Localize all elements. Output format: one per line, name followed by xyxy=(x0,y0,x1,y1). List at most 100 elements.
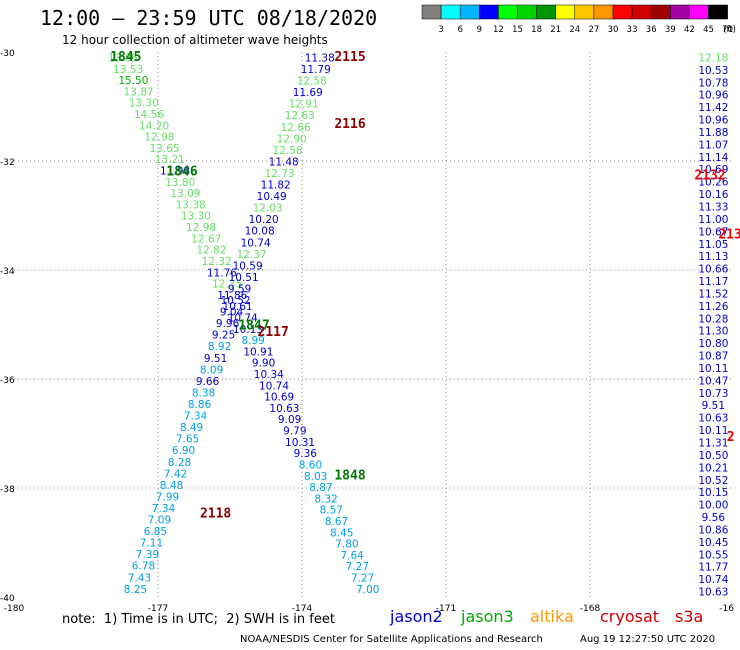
data-label: 7.27 xyxy=(351,573,374,585)
data-label: 11.76 xyxy=(207,267,237,279)
data-label: 8.67 xyxy=(325,516,348,528)
data-label: 10.74 xyxy=(698,574,728,586)
mission-altika: altika xyxy=(530,607,574,626)
data-label: 10.47 xyxy=(698,375,728,387)
time-label: 2115 xyxy=(334,50,365,65)
data-label: 12.03 xyxy=(253,203,283,215)
data-label: 11.05 xyxy=(698,239,728,251)
data-label: 13.85 xyxy=(108,52,138,64)
colorbar-tick: 18 xyxy=(531,25,542,35)
colorbar-tick: 70 xyxy=(722,25,733,35)
colorbar-tick: 27 xyxy=(588,25,599,35)
data-label: 12.58 xyxy=(297,76,327,88)
data-label: 10.34 xyxy=(254,369,284,381)
time-label: 2132 xyxy=(694,169,725,184)
data-label: 8.25 xyxy=(124,584,147,596)
data-label: 7.99 xyxy=(156,491,179,503)
data-label: 10.15 xyxy=(698,487,728,499)
data-label: 13.53 xyxy=(113,64,143,76)
data-label: 12.18 xyxy=(698,52,728,64)
data-label: 12.98 xyxy=(186,222,216,234)
data-label: 12.73 xyxy=(265,168,295,180)
colorbar-swatch xyxy=(479,4,499,20)
page-subtitle: 12 hour collection of altimeter wave hei… xyxy=(62,33,328,47)
mission-cryosat: cryosat xyxy=(600,607,660,626)
data-label: 7.64 xyxy=(340,550,364,562)
footer-credit: NOAA/NESDIS Center for Satellite Applica… xyxy=(240,634,543,645)
data-label: 9.25 xyxy=(212,330,235,342)
data-label: 12.82 xyxy=(196,245,226,257)
data-label: 11.77 xyxy=(698,562,728,574)
data-label: 10.67 xyxy=(698,226,728,238)
data-label: 10.73 xyxy=(698,388,728,400)
data-label: 10.96 xyxy=(698,115,728,127)
data-label: 8.45 xyxy=(330,527,353,539)
data-label: 6.85 xyxy=(144,526,167,538)
data-label: 10.80 xyxy=(698,338,728,350)
data-label: 8.48 xyxy=(160,480,183,492)
data-label: 10.74 xyxy=(241,237,271,249)
data-label: 13.30 xyxy=(181,211,211,223)
data-label: 12.98 xyxy=(144,132,174,144)
data-label: 10.08 xyxy=(245,226,275,238)
colorbar-tick: 36 xyxy=(646,25,657,35)
data-label: 10.20 xyxy=(249,214,279,226)
time-label: 1847 xyxy=(238,319,269,334)
y-tick-label: -38 xyxy=(0,485,15,495)
data-label: 10.66 xyxy=(698,264,728,276)
data-label: 8.99 xyxy=(241,335,264,347)
data-label: 8.57 xyxy=(320,505,343,517)
data-label: 10.69 xyxy=(698,164,728,176)
data-label: 7.09 xyxy=(148,515,171,527)
colorbar-tick: 3 xyxy=(438,25,443,35)
data-label: 12.32 xyxy=(202,256,232,268)
data-label: 13.38 xyxy=(176,199,206,211)
data-label: 11.14 xyxy=(698,152,728,164)
data-label: 11.48 xyxy=(269,156,299,168)
data-label: 10.26 xyxy=(698,177,728,189)
data-label: 7.34 xyxy=(152,503,176,515)
data-label: 9.51 xyxy=(204,353,227,365)
time-label: 2117 xyxy=(258,325,289,340)
data-label: 10.28 xyxy=(698,313,728,325)
data-label: 10.45 xyxy=(698,537,728,549)
data-label: 14.56 xyxy=(134,109,164,121)
x-tick-label: -180 xyxy=(4,604,25,614)
data-label: 9.56 xyxy=(702,512,726,524)
colorbar-swatch xyxy=(459,4,480,20)
data-label: 10.49 xyxy=(257,191,287,203)
footer-timestamp: Aug 19 12:27:50 UTC 2020 xyxy=(580,634,716,645)
time-label: 1848 xyxy=(334,468,365,483)
data-label: 10.69 xyxy=(264,392,294,404)
data-label: 10.59 xyxy=(233,260,263,272)
data-label: 11.33 xyxy=(698,202,728,214)
data-label: 11.88 xyxy=(698,127,728,139)
data-label: 11.31 xyxy=(698,437,728,449)
data-label: 7.34 xyxy=(184,411,208,423)
data-label: 7.80 xyxy=(335,539,358,551)
mission-jason3: jason3 xyxy=(461,607,514,626)
colorbar-tick: 6 xyxy=(457,25,462,35)
data-label: 8.03 xyxy=(304,471,327,483)
data-label: 10.53 xyxy=(698,65,728,77)
data-label: 10.63 xyxy=(698,587,728,599)
data-label: 8.09 xyxy=(200,364,223,376)
colorbar-tick: 39 xyxy=(665,25,676,35)
data-label: 10.61 xyxy=(223,301,253,313)
colorbar-tick: 33 xyxy=(627,25,638,35)
colorbar-swatch xyxy=(574,4,595,20)
colorbar-tick: 9 xyxy=(477,25,482,35)
footer-note: note: 1) Time is in UTC; 2) SWH is in fe… xyxy=(62,612,335,627)
data-label: 10.31 xyxy=(285,437,315,449)
data-label: 10.13 xyxy=(233,324,263,336)
colorbar-tick: 42 xyxy=(684,25,695,35)
data-label: 6.78 xyxy=(132,561,155,573)
data-label: 10.52 xyxy=(698,475,728,487)
data-label: 10.00 xyxy=(698,500,728,512)
x-tick-label: -171 xyxy=(436,604,456,614)
page-title: 12:00 – 23:59 UTC 08/18/2020 xyxy=(40,6,378,30)
x-tick-label: -168 xyxy=(580,604,601,614)
data-label: 10.74 xyxy=(259,380,289,392)
mission-jason2: jason2 xyxy=(390,607,443,626)
data-label: 11.42 xyxy=(698,102,728,114)
